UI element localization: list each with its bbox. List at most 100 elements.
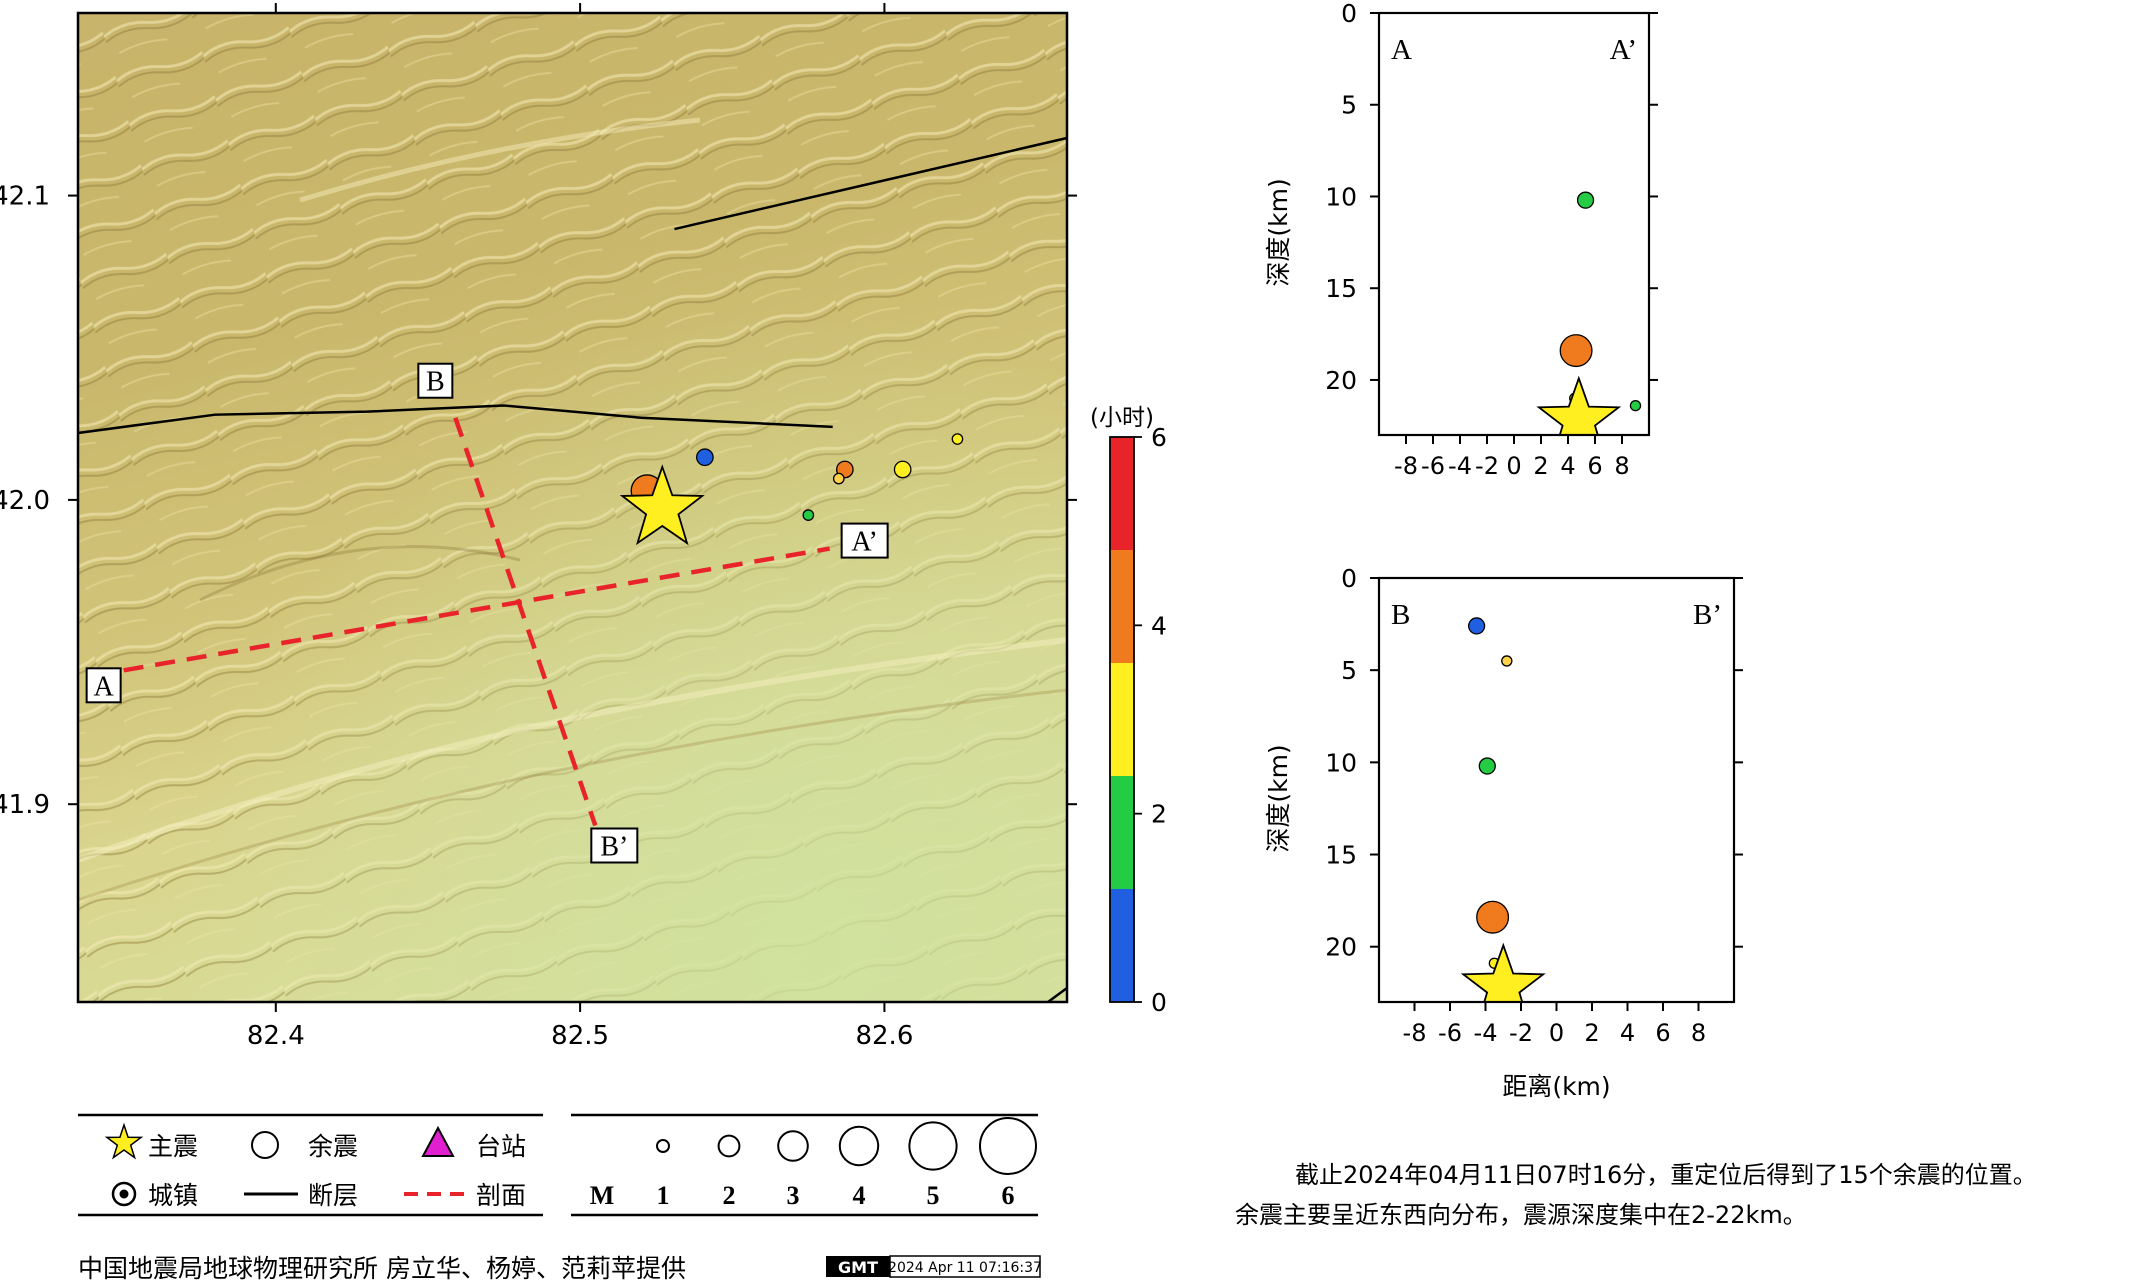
colorbar-segment <box>1110 437 1134 550</box>
profile-aa-x-tick-label: -2 <box>1475 452 1499 480</box>
profile-line-bb <box>453 416 598 827</box>
magnitude-label: 5 <box>927 1181 940 1210</box>
profile-aa-y-tick-label: 15 <box>1325 274 1357 303</box>
legend-aftershock-label: 余震 <box>308 1132 358 1161</box>
shaded-relief <box>78 13 1067 1002</box>
credit-text: 中国地震局地球物理研究所 房立华、杨婷、范莉苹提供 <box>78 1254 686 1280</box>
colorbar-segment <box>1110 889 1134 1002</box>
map-mainshock-star-icon <box>619 464 705 546</box>
profile-aa-x-tick-label: 8 <box>1614 452 1629 480</box>
map-x-tick-label: 82.6 <box>855 1021 913 1051</box>
profile-bb-y-tick-label: 20 <box>1325 933 1357 962</box>
map-overlays: A A’ B B’ <box>77 136 1068 1004</box>
profile-aa-title-left: A <box>1391 34 1412 66</box>
map-aftershock-4 <box>893 460 912 479</box>
profile-label-a: A <box>85 667 122 704</box>
profile-bb-x-tick-label: -6 <box>1438 1019 1462 1047</box>
profile-bb-x-tick-label: 4 <box>1620 1019 1635 1047</box>
magnitude-circle-icon <box>777 1130 809 1162</box>
mainshock-star-icon <box>104 1122 144 1160</box>
colorbar-segment <box>1110 663 1134 776</box>
profile-bb-x-tick-label: -2 <box>1509 1019 1533 1047</box>
map-x-tick-label: 82.4 <box>247 1021 305 1051</box>
profile-aa-x-tick-label: 2 <box>1533 452 1548 480</box>
profile-label-a-text: A <box>94 671 115 702</box>
profile-event-3 <box>1476 900 1510 934</box>
profile-label-b-prime: B’ <box>590 827 639 864</box>
colorbar-tick-label: 6 <box>1151 423 1167 452</box>
profile-bb-x-tick-label: 8 <box>1691 1019 1706 1047</box>
map-y-tick-label: 42.0 <box>0 486 50 516</box>
profile-aa-x-tick-label: -4 <box>1448 452 1472 480</box>
note-line-1: 截止2024年04月11日07时16分，重定位后得到了15个余震的位置。 <box>1295 1161 2037 1189</box>
map-panel: A A’ B B’ 82.4 82.5 82.6 42.1 42.0 41.9 <box>0 3 1077 1051</box>
colorbar-title: (小时) <box>1090 405 1154 431</box>
magnitude-circle-icon <box>717 1134 741 1158</box>
profile-aa-x-tick-label: -8 <box>1394 452 1418 480</box>
profile-event-1 <box>1559 334 1593 368</box>
profile-event-0 <box>1576 191 1595 209</box>
colorbar-segment <box>1110 776 1134 889</box>
magnitude-label: 1 <box>657 1181 670 1210</box>
profile-bb-y-tick-label: 5 <box>1341 656 1357 685</box>
profile-bb-x-tick-label: 2 <box>1584 1019 1599 1047</box>
magnitude-label: 6 <box>1002 1181 1015 1210</box>
profile-aa-y-tick-label: 20 <box>1325 366 1357 395</box>
profile-event-1 <box>1501 655 1513 667</box>
magnitude-label: 2 <box>723 1181 736 1210</box>
profile-aa-y-tick-label: 0 <box>1341 0 1357 28</box>
map-axis-ticks: 82.4 82.5 82.6 42.1 42.0 41.9 <box>0 3 1077 1051</box>
profile-event-2 <box>1629 399 1642 412</box>
legend-profile-label: 剖面 <box>476 1181 526 1210</box>
profile-label-b-text: B <box>426 367 445 398</box>
profile-bb-events <box>1460 617 1546 1002</box>
map-y-tick-label: 42.1 <box>0 182 50 212</box>
profile-mainshock-star-icon <box>1460 942 1546 1002</box>
gmt-stamp: GMT 2024 Apr 11 07:16:37 <box>826 1255 1042 1278</box>
profile-bb-y-tick-label: 0 <box>1341 564 1357 593</box>
profile-bb-x-tick-label: -8 <box>1403 1019 1427 1047</box>
aftershock-circle-icon <box>251 1131 279 1159</box>
legend-mainshock-label: 主震 <box>148 1132 198 1161</box>
colorbar-tick-label: 4 <box>1151 611 1167 640</box>
profile-aa-x-tick-label: 4 <box>1560 452 1575 480</box>
profile-label-b: B <box>417 362 454 399</box>
magnitude-scale: 1 2 3 4 5 6 <box>656 1117 1037 1210</box>
profile-event-2 <box>1478 757 1496 775</box>
colorbar-tick-label: 0 <box>1151 988 1167 1017</box>
profile-aa-y-tick-label: 10 <box>1325 182 1357 211</box>
profile-bb-title-left: B <box>1391 599 1410 631</box>
fault-line-corner <box>1047 986 1068 1004</box>
profile-label-a-prime-text: A’ <box>851 527 877 558</box>
station-triangle-icon <box>421 1125 455 1157</box>
legend-town-label: 城镇 <box>148 1181 198 1210</box>
map-aftershock-0 <box>696 448 714 467</box>
magnitude-circle-icon <box>908 1121 958 1171</box>
profile-bb-y-tick-label: 15 <box>1325 841 1357 870</box>
profile-bb-x-tick-label: 0 <box>1549 1019 1564 1047</box>
profile-mainshock-star-icon <box>1536 375 1622 435</box>
profile-aa-x-tick-label: 0 <box>1506 452 1521 480</box>
legend-fault-label: 断层 <box>308 1181 358 1210</box>
map-aftershock-6 <box>802 509 815 521</box>
map-aftershock-5 <box>951 433 964 445</box>
fault-line-west <box>77 404 833 435</box>
profile-event-0 <box>1467 617 1486 635</box>
profile-aa-events <box>1536 191 1642 435</box>
profile-bb-y-tick-label: 10 <box>1325 748 1357 777</box>
gmt-logo-box <box>826 1256 890 1277</box>
town-icon-dot <box>119 1189 129 1199</box>
profile-bb-title-right: B’ <box>1693 599 1722 631</box>
magnitude-circle-icon <box>656 1139 670 1153</box>
profile-line-aa <box>123 546 831 673</box>
colorbar-segment <box>1110 550 1134 663</box>
profile-aa-x-tick-label: 6 <box>1587 452 1602 480</box>
magnitude-label: 3 <box>787 1181 800 1210</box>
colorbar-tick-label: 2 <box>1151 800 1167 829</box>
legend: 主震 余震 台站 城镇 断层 剖面 1 2 3 4 5 6 M <box>78 1113 1038 1217</box>
legend-m-label: M <box>590 1181 615 1210</box>
profile-aa-title-right: A’ <box>1610 34 1637 66</box>
